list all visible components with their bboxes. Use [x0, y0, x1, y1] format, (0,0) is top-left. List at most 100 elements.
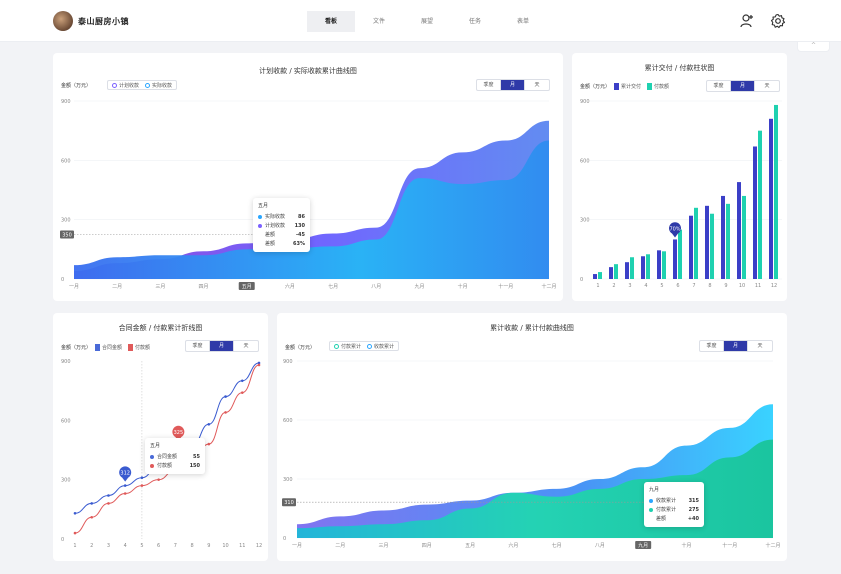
- period-switch: 季度 月 天: [476, 79, 550, 91]
- tooltip-row: 合同金额 55: [150, 452, 200, 461]
- y-tick-label: 300: [61, 218, 71, 224]
- app-title: 泰山厨房小镇: [78, 17, 129, 26]
- x-tick-label: 2: [90, 543, 93, 549]
- square-icon: [647, 82, 653, 90]
- legend-item[interactable]: 合同金额: [95, 343, 122, 351]
- chart-legend: 累计交付 付款额: [612, 81, 671, 91]
- tab-tasks[interactable]: 任务: [468, 18, 481, 25]
- bar-1: [673, 239, 677, 279]
- series-point-1: [257, 361, 261, 365]
- period-quarter[interactable]: 季度: [186, 341, 210, 351]
- y-tick-label: 300: [61, 478, 71, 484]
- x-tick-label: 7: [692, 283, 695, 289]
- chart-title: 累计收款 / 累计付款曲线图: [490, 324, 574, 332]
- card-receipts-vs-payments: 累计收款 / 累计付款曲线图 金额（万元） 付款累计 收款累计 季度 月 天 0…: [277, 313, 787, 561]
- x-tick-label: 1: [73, 543, 76, 549]
- series-point-2: [90, 515, 94, 519]
- legend-item[interactable]: 实际收款: [145, 82, 172, 89]
- x-tick-label: 7: [174, 543, 177, 549]
- period-day[interactable]: 天: [757, 343, 763, 349]
- bar-2: [678, 229, 682, 279]
- series-point-1: [207, 422, 211, 426]
- x-tick-label: 十二月: [765, 542, 780, 549]
- x-tick-label: 四月: [422, 543, 432, 549]
- series-point-1: [123, 484, 127, 487]
- legend-item[interactable]: 付款累计: [334, 343, 361, 350]
- chart-tooltip: 五月 实际收款 86 计划收款 130 差额 -45 差额 63%: [253, 198, 310, 252]
- chart-receipts-vs-payments: 0 300 600 900 310 一月 二月 三月 四月 五月 六月 七月 八月 九月 十月 十一月 十二月: [282, 359, 781, 549]
- marker-label: 70%: [669, 226, 680, 232]
- series-point-2: [73, 531, 77, 535]
- reference-badge: [60, 230, 74, 239]
- bar-1: [737, 182, 741, 279]
- y-tick-label: 300: [283, 477, 293, 483]
- period-day[interactable]: 天: [534, 82, 540, 88]
- collapse-toggle[interactable]: ^: [797, 42, 830, 52]
- y-tick-label: 600: [61, 158, 71, 164]
- card-planned-vs-actual: 计划收款 / 实际收款累计曲线图 金额（万元） 计划收款 实际收款 季度 月 天…: [53, 53, 563, 301]
- chart-legend: 付款累计 收款累计: [329, 341, 400, 351]
- x-tick-label: 二月: [335, 543, 345, 549]
- chart-title: 累计交付 / 付款柱状图: [644, 64, 715, 72]
- y-tick-label: 900: [61, 99, 71, 105]
- chart-tooltip: 九月 收款累计 315 付款累计 275 差额 +40: [644, 482, 704, 527]
- legend-item[interactable]: 计划收款: [112, 82, 139, 89]
- tab-dashboard[interactable]: 看板: [307, 11, 355, 32]
- chart-legend: 计划收款 实际收款: [107, 80, 178, 90]
- x-tick-label: 十二月: [541, 283, 556, 290]
- bar-1: [689, 215, 693, 279]
- x-tick-label: 12: [771, 283, 777, 289]
- circle-icon: [334, 343, 339, 349]
- reference-label: 310: [284, 500, 294, 506]
- tab-forms[interactable]: 表单: [516, 18, 529, 25]
- legend-item[interactable]: 付款额: [128, 343, 150, 351]
- y-tick-label: 600: [61, 418, 71, 424]
- unit-label: 金额（万元）: [580, 84, 611, 90]
- series-area-2: [74, 140, 549, 279]
- marker-label: 325: [174, 430, 184, 436]
- period-month[interactable]: 月: [724, 341, 748, 351]
- legend-item[interactable]: 付款额: [647, 82, 669, 90]
- chart-tooltip: 五月 合同金额 55 付款额 150: [145, 438, 205, 474]
- x-tick-label: 10: [739, 283, 745, 289]
- period-month[interactable]: 月: [501, 80, 525, 90]
- period-month[interactable]: 月: [210, 341, 234, 351]
- y-tick-label: 900: [61, 359, 71, 365]
- y-tick-label: 600: [283, 418, 293, 424]
- bar-2: [710, 213, 714, 279]
- period-quarter[interactable]: 季度: [477, 80, 501, 90]
- x-tick-label: 三月: [155, 284, 165, 290]
- tab-outlook[interactable]: 展望: [420, 18, 433, 25]
- period-day[interactable]: 天: [243, 343, 249, 349]
- x-tick-label: 1: [596, 283, 599, 289]
- tooltip-row: 收款累计 315: [649, 496, 699, 505]
- avatar[interactable]: [53, 11, 73, 31]
- legend-item[interactable]: 收款累计: [367, 343, 394, 350]
- bar-1: [657, 250, 661, 279]
- y-tick-label: 300: [580, 218, 590, 224]
- series-point-2: [140, 484, 144, 487]
- bar-1: [609, 267, 613, 279]
- card-delivery-vs-payment: 累计交付 / 付款柱状图 金额（万元） 累计交付 付款额 季度 月 天 0 300…: [572, 53, 787, 301]
- tab-files[interactable]: 文件: [372, 18, 385, 25]
- x-tick-label: 十一月: [722, 542, 737, 549]
- period-quarter[interactable]: 季度: [700, 341, 724, 351]
- add-user-icon[interactable]: [739, 13, 755, 29]
- legend-item[interactable]: 累计交付: [614, 82, 641, 90]
- chart-title: 计划收款 / 实际收款累计曲线图: [259, 67, 357, 75]
- period-switch: 季度 月 天: [706, 80, 780, 92]
- period-day[interactable]: 天: [764, 83, 770, 89]
- bar-2: [646, 254, 650, 279]
- x-tick-label: 六月: [285, 283, 295, 290]
- x-tick-label: 七月: [328, 283, 338, 290]
- x-tick-label: 四月: [199, 284, 209, 290]
- x-tick-label: 5: [660, 283, 663, 289]
- y-tick-label: 0: [61, 277, 64, 283]
- bar-1: [705, 205, 709, 279]
- square-icon: [614, 82, 619, 90]
- settings-icon[interactable]: [770, 13, 786, 29]
- bar-2: [726, 203, 730, 279]
- period-quarter[interactable]: 季度: [707, 81, 731, 91]
- period-month[interactable]: 月: [731, 81, 755, 91]
- series-point-2: [157, 478, 160, 481]
